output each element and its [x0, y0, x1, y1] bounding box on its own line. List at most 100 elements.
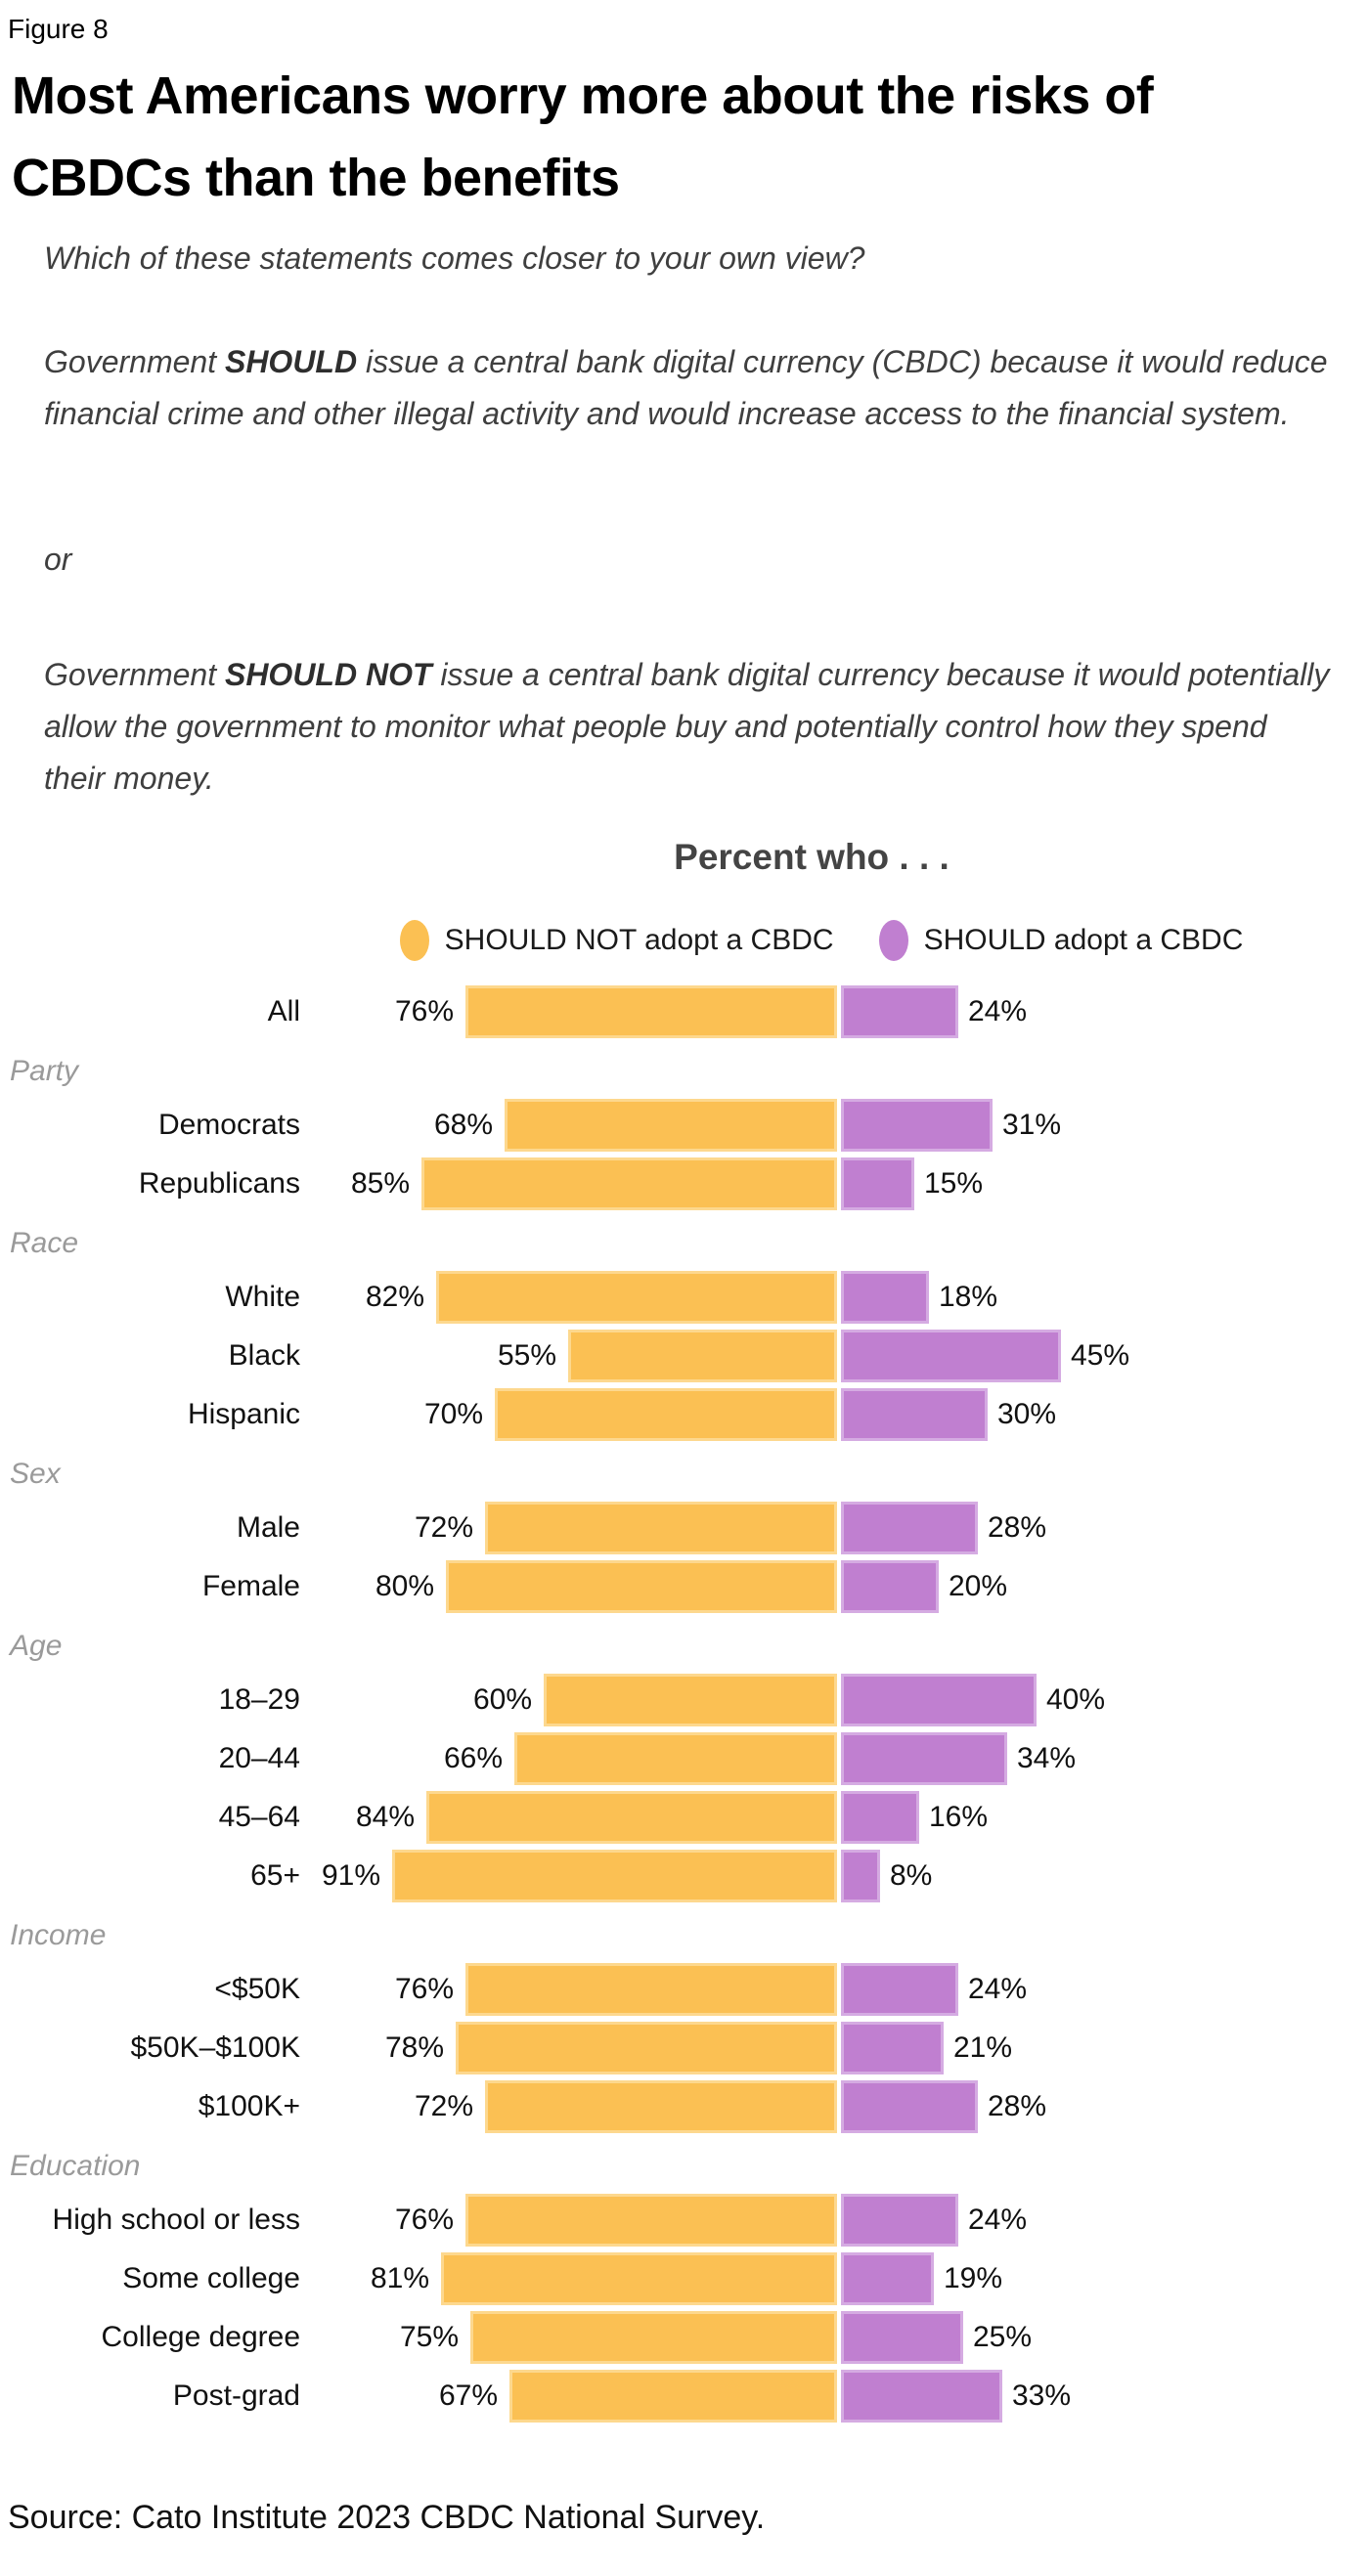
- bar-row: Male 72% 28%: [0, 1502, 1369, 1554]
- should-not-value: 81%: [370, 2262, 429, 2294]
- should-not-bar: [485, 1502, 837, 1554]
- group-label-income: Income: [10, 1919, 107, 1951]
- category-label: 65+: [250, 1859, 300, 1892]
- statement-should-not-pre: Government: [44, 657, 225, 692]
- should-value: 20%: [949, 1570, 1008, 1602]
- should-bar: [841, 2370, 1002, 2423]
- should-value: 24%: [968, 995, 1028, 1027]
- category-label: $100K+: [198, 2090, 300, 2122]
- should-bar: [841, 1674, 1037, 1726]
- should-bar: [841, 1157, 914, 1210]
- category-label: <$50K: [214, 1973, 300, 2005]
- statement-should-not-emphasis: SHOULD NOT: [224, 657, 432, 692]
- should-not-value: 55%: [497, 1339, 556, 1372]
- should-value: 33%: [1012, 2380, 1072, 2412]
- should-not-value: 85%: [350, 1167, 410, 1200]
- statement-should-not-post: issue a central bank digital currency be…: [44, 657, 1330, 796]
- category-label: Black: [228, 1339, 300, 1372]
- category-label: Democrats: [157, 1109, 300, 1141]
- should-not-value: 67%: [438, 2380, 498, 2412]
- should-not-bar: [392, 1850, 837, 1902]
- should-value: 30%: [997, 1398, 1057, 1430]
- should-bar: [841, 1330, 1061, 1382]
- bar-row: Post-grad 67% 33%: [0, 2370, 1369, 2423]
- should-not-bar: [514, 1732, 837, 1785]
- should-bar: [841, 1732, 1007, 1785]
- legend-label-should: SHOULD adopt a CBDC: [923, 924, 1244, 956]
- bar-row: Black 55% 45%: [0, 1330, 1369, 1382]
- statement-should-not: Government SHOULD NOT issue a central ba…: [44, 649, 1335, 805]
- should-not-bar: [505, 1099, 837, 1152]
- category-label: Republicans: [138, 1167, 300, 1200]
- bar-row: Female 80% 20%: [0, 1560, 1369, 1613]
- bar-row: <$50K 76% 24%: [0, 1963, 1369, 2016]
- bar-row: Some college 81% 19%: [0, 2252, 1369, 2305]
- bar-row: 20–44 66% 34%: [0, 1732, 1369, 1785]
- group-label-sex: Sex: [10, 1458, 61, 1490]
- or-divider-text: or: [44, 542, 72, 577]
- category-label: Post-grad: [172, 2380, 300, 2412]
- bar-row: All 76% 24%: [0, 985, 1369, 1038]
- group-label-education: Education: [10, 2150, 141, 2182]
- should-not-value: 75%: [399, 2321, 459, 2353]
- should-bar: [841, 1963, 958, 2016]
- should-not-legend-dot-icon: [399, 920, 429, 961]
- should-bar: [841, 985, 958, 1038]
- group-label-party: Party: [10, 1055, 79, 1087]
- legend-item-should-not: SHOULD NOT adopt a CBDC: [399, 920, 834, 961]
- should-not-value: 82%: [365, 1281, 424, 1313]
- statement-should: Government SHOULD issue a central bank d…: [44, 336, 1335, 440]
- should-not-bar: [446, 1560, 837, 1613]
- should-not-value: 84%: [355, 1801, 415, 1833]
- statement-should-emphasis: SHOULD: [224, 344, 358, 379]
- should-bar: [841, 1502, 978, 1554]
- should-not-bar: [544, 1674, 837, 1726]
- should-bar: [841, 2080, 978, 2133]
- should-not-value: 68%: [433, 1109, 493, 1141]
- should-value: 28%: [988, 2090, 1047, 2122]
- should-not-bar: [421, 1157, 837, 1210]
- headline-line1: Most Americans worry more about the risk…: [12, 66, 1154, 125]
- should-not-bar: [495, 1388, 837, 1441]
- chart-headline: Most Americans worry more about the risk…: [12, 55, 1312, 219]
- should-bar: [841, 2311, 963, 2364]
- should-not-value: 80%: [375, 1570, 434, 1602]
- should-value: 21%: [953, 2031, 1013, 2064]
- should-not-bar: [456, 2022, 837, 2074]
- should-not-bar: [465, 1963, 837, 2016]
- statement-should-pre: Government: [44, 344, 225, 379]
- should-not-value: 76%: [394, 2204, 454, 2236]
- should-value: 34%: [1017, 1742, 1077, 1774]
- should-value: 25%: [973, 2321, 1033, 2353]
- bar-row: White 82% 18%: [0, 1271, 1369, 1324]
- should-value: 31%: [1002, 1109, 1062, 1141]
- should-not-bar: [436, 1271, 837, 1324]
- legend-item-should: SHOULD adopt a CBDC: [878, 920, 1244, 961]
- should-bar: [841, 2194, 958, 2247]
- should-bar: [841, 1271, 929, 1324]
- bar-row: $100K+ 72% 28%: [0, 2080, 1369, 2133]
- should-value: 28%: [988, 1511, 1047, 1544]
- should-not-value: 78%: [384, 2031, 444, 2064]
- survey-question-intro: Which of these statements comes closer t…: [44, 240, 865, 276]
- should-not-value: 66%: [443, 1742, 503, 1774]
- should-not-bar: [470, 2311, 837, 2364]
- category-label: $50K–$100K: [130, 2031, 301, 2064]
- bar-row: Democrats 68% 31%: [0, 1099, 1369, 1152]
- should-value: 15%: [924, 1167, 984, 1200]
- category-label: All: [267, 995, 300, 1027]
- should-bar: [841, 2252, 934, 2305]
- should-not-bar: [485, 2080, 837, 2133]
- should-bar: [841, 1099, 993, 1152]
- group-label-race: Race: [10, 1227, 79, 1259]
- should-value: 24%: [968, 1973, 1028, 2005]
- should-not-bar: [465, 2194, 837, 2247]
- should-legend-dot-icon: [878, 920, 908, 961]
- bar-row: College degree 75% 25%: [0, 2311, 1369, 2364]
- bar-row: Hispanic 70% 30%: [0, 1388, 1369, 1441]
- bar-row: Republicans 85% 15%: [0, 1157, 1369, 1210]
- category-label: Male: [236, 1511, 300, 1544]
- category-label: High school or less: [52, 2204, 300, 2236]
- should-not-bar: [426, 1791, 837, 1844]
- category-label: 20–44: [218, 1742, 300, 1774]
